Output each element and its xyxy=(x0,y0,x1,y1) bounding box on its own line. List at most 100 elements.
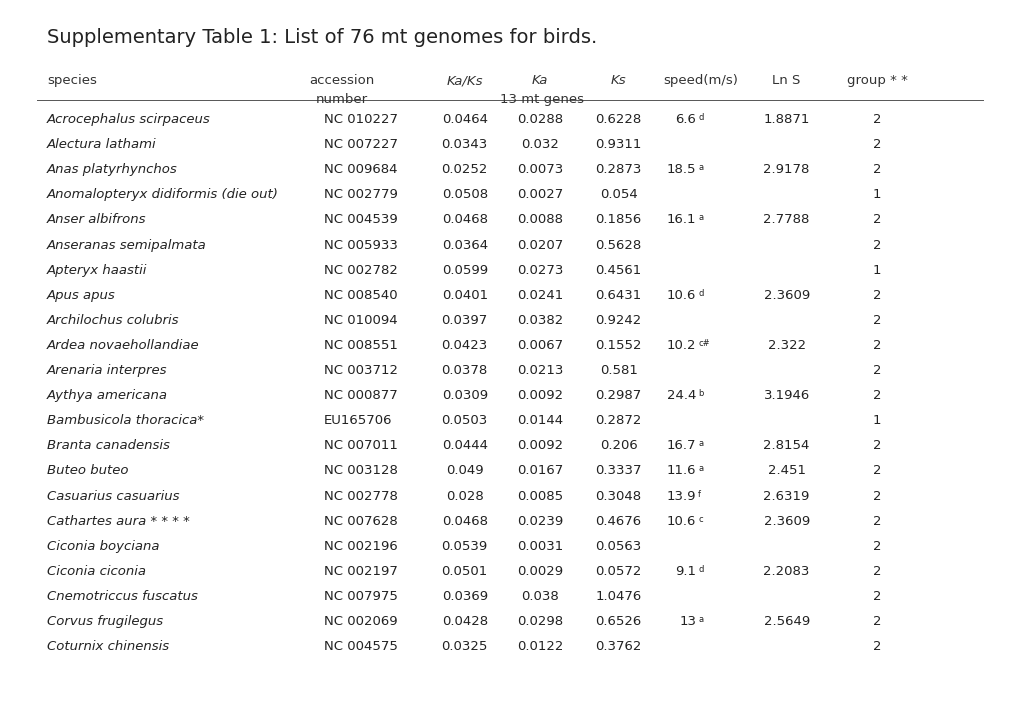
Text: 2: 2 xyxy=(872,640,880,653)
Text: 0.0539: 0.0539 xyxy=(441,540,487,553)
Text: Apus apus: Apus apus xyxy=(47,288,116,301)
Text: Anseranas semipalmata: Anseranas semipalmata xyxy=(47,239,207,252)
Text: 0.0501: 0.0501 xyxy=(441,565,487,578)
Text: 2: 2 xyxy=(872,515,880,528)
Text: a: a xyxy=(697,163,702,172)
Text: Ciconia ciconia: Ciconia ciconia xyxy=(47,565,146,578)
Text: a: a xyxy=(697,464,702,474)
Text: 10.2: 10.2 xyxy=(666,339,695,352)
Text: NC 010094: NC 010094 xyxy=(324,314,397,327)
Text: number: number xyxy=(316,93,368,106)
Text: 2.8154: 2.8154 xyxy=(763,439,809,452)
Text: Anas platyrhynchos: Anas platyrhynchos xyxy=(47,163,177,176)
Text: 1: 1 xyxy=(872,188,880,201)
Text: 0.0067: 0.0067 xyxy=(517,339,562,352)
Text: 0.0468: 0.0468 xyxy=(441,213,487,226)
Text: Coturnix chinensis: Coturnix chinensis xyxy=(47,640,169,653)
Text: Ka: Ka xyxy=(532,74,548,87)
Text: d: d xyxy=(697,565,703,574)
Text: 0.4561: 0.4561 xyxy=(595,264,641,277)
Text: a: a xyxy=(697,615,702,624)
Text: 11.6: 11.6 xyxy=(666,464,695,477)
Text: NC 002196: NC 002196 xyxy=(324,540,397,553)
Text: 0.0563: 0.0563 xyxy=(595,540,641,553)
Text: 0.2872: 0.2872 xyxy=(595,415,641,428)
Text: 0.0464: 0.0464 xyxy=(441,113,487,126)
Text: Ln S: Ln S xyxy=(771,74,800,87)
Text: 2.9178: 2.9178 xyxy=(763,163,809,176)
Text: 2: 2 xyxy=(872,288,880,301)
Text: Ka/Ks: Ka/Ks xyxy=(446,74,483,87)
Text: 2: 2 xyxy=(872,364,880,377)
Text: 2.6319: 2.6319 xyxy=(763,490,809,503)
Text: Buteo buteo: Buteo buteo xyxy=(47,464,128,477)
Text: 0.206: 0.206 xyxy=(599,439,637,452)
Text: b: b xyxy=(697,389,703,398)
Text: 2: 2 xyxy=(872,113,880,126)
Text: 0.0444: 0.0444 xyxy=(441,439,487,452)
Text: Ciconia boyciana: Ciconia boyciana xyxy=(47,540,160,553)
Text: Anser albifrons: Anser albifrons xyxy=(47,213,147,226)
Text: NC 004539: NC 004539 xyxy=(324,213,397,226)
Text: 2.451: 2.451 xyxy=(767,464,805,477)
Text: 0.0503: 0.0503 xyxy=(441,415,487,428)
Text: 1: 1 xyxy=(872,264,880,277)
Text: NC 007011: NC 007011 xyxy=(324,439,397,452)
Text: accession: accession xyxy=(309,74,374,87)
Text: 0.0029: 0.0029 xyxy=(517,565,562,578)
Text: 0.0073: 0.0073 xyxy=(517,163,562,176)
Text: Bambusicola thoracica*: Bambusicola thoracica* xyxy=(47,415,204,428)
Text: NC 007628: NC 007628 xyxy=(324,515,397,528)
Text: 0.032: 0.032 xyxy=(521,138,558,151)
Text: 0.1552: 0.1552 xyxy=(595,339,641,352)
Text: 2: 2 xyxy=(872,138,880,151)
Text: 2.322: 2.322 xyxy=(767,339,805,352)
Text: a: a xyxy=(697,439,702,448)
Text: 0.0239: 0.0239 xyxy=(517,515,562,528)
Text: 2.3609: 2.3609 xyxy=(763,288,809,301)
Text: c: c xyxy=(697,515,702,523)
Text: NC 007975: NC 007975 xyxy=(324,590,397,603)
Text: NC 002779: NC 002779 xyxy=(324,188,397,201)
Text: 0.0027: 0.0027 xyxy=(517,188,562,201)
Text: NC 000877: NC 000877 xyxy=(324,389,397,402)
Text: 0.0378: 0.0378 xyxy=(441,364,487,377)
Text: 1: 1 xyxy=(872,415,880,428)
Text: 0.0031: 0.0031 xyxy=(517,540,562,553)
Text: d: d xyxy=(697,113,703,122)
Text: Cathartes aura * * * *: Cathartes aura * * * * xyxy=(47,515,190,528)
Text: 18.5: 18.5 xyxy=(666,163,695,176)
Text: Alectura lathami: Alectura lathami xyxy=(47,138,157,151)
Text: 0.0401: 0.0401 xyxy=(441,288,487,301)
Text: 2: 2 xyxy=(872,439,880,452)
Text: Anomalopteryx didiformis (die out): Anomalopteryx didiformis (die out) xyxy=(47,188,279,201)
Text: 2.2083: 2.2083 xyxy=(763,565,809,578)
Text: 0.4676: 0.4676 xyxy=(595,515,641,528)
Text: 0.0207: 0.0207 xyxy=(517,239,562,252)
Text: 2: 2 xyxy=(872,339,880,352)
Text: speed(m/s): speed(m/s) xyxy=(663,74,738,87)
Text: EU165706: EU165706 xyxy=(324,415,392,428)
Text: 10.6: 10.6 xyxy=(666,515,695,528)
Text: 3.1946: 3.1946 xyxy=(763,389,809,402)
Text: NC 010227: NC 010227 xyxy=(324,113,397,126)
Text: c#: c# xyxy=(697,339,709,348)
Text: 0.028: 0.028 xyxy=(445,490,483,503)
Text: 2: 2 xyxy=(872,540,880,553)
Text: Archilochus colubris: Archilochus colubris xyxy=(47,314,179,327)
Text: 0.0343: 0.0343 xyxy=(441,138,487,151)
Text: Apteryx haastii: Apteryx haastii xyxy=(47,264,148,277)
Text: 0.0092: 0.0092 xyxy=(517,389,562,402)
Text: 0.2987: 0.2987 xyxy=(595,389,641,402)
Text: 0.0572: 0.0572 xyxy=(595,565,641,578)
Text: 0.0088: 0.0088 xyxy=(517,213,562,226)
Text: 2.5649: 2.5649 xyxy=(763,615,809,628)
Text: 2: 2 xyxy=(872,464,880,477)
Text: 0.2873: 0.2873 xyxy=(595,163,641,176)
Text: 0.0122: 0.0122 xyxy=(517,640,562,653)
Text: NC 002069: NC 002069 xyxy=(324,615,397,628)
Text: 0.0599: 0.0599 xyxy=(441,264,487,277)
Text: Branta canadensis: Branta canadensis xyxy=(47,439,170,452)
Text: 0.0167: 0.0167 xyxy=(517,464,562,477)
Text: Acrocephalus scirpaceus: Acrocephalus scirpaceus xyxy=(47,113,211,126)
